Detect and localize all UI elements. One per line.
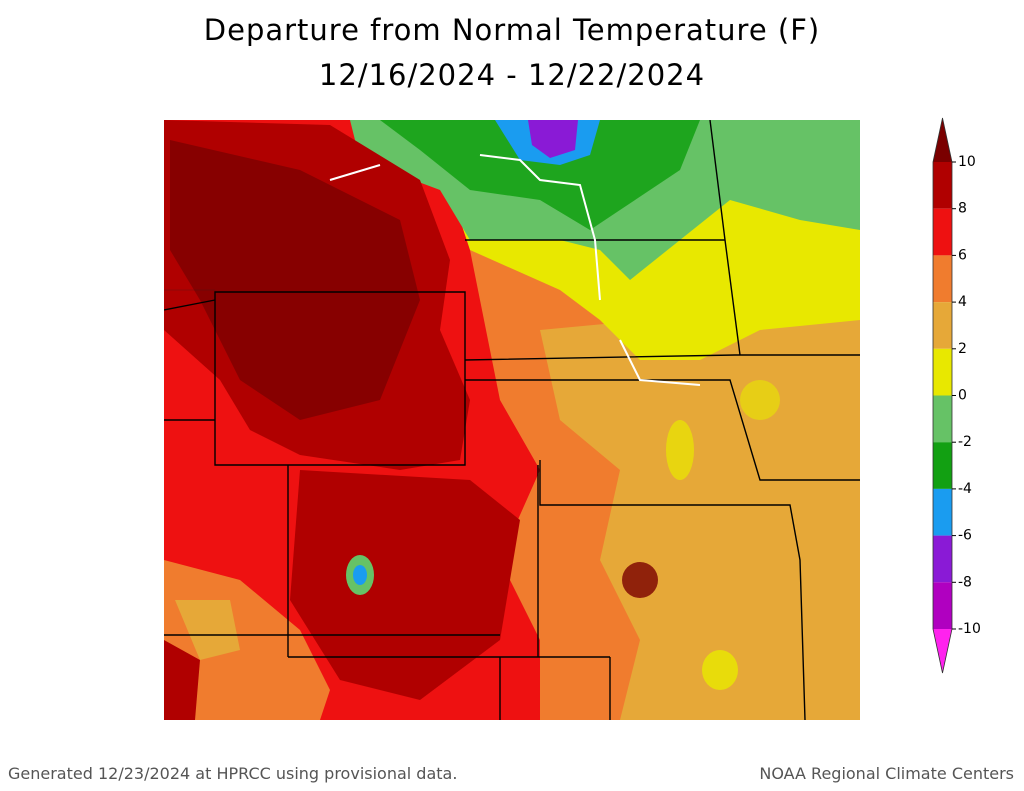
field-region xyxy=(175,600,240,660)
field-region xyxy=(622,562,658,598)
river xyxy=(329,154,701,386)
footer-right: NOAA Regional Climate Centers xyxy=(759,764,1014,783)
field-region xyxy=(666,420,694,480)
state-border xyxy=(164,299,216,421)
state-border xyxy=(214,291,466,466)
colorbar-label: 10 xyxy=(958,154,976,170)
colorbar-bin xyxy=(933,348,952,396)
title-line: 12/16/2024 - 12/22/2024 xyxy=(319,58,705,92)
field-region xyxy=(380,120,700,230)
colorbar-label: -6 xyxy=(958,528,972,544)
field-region xyxy=(170,140,420,420)
colorbar-label: 2 xyxy=(958,341,967,357)
state-border xyxy=(164,465,611,720)
colorbar-label: 6 xyxy=(958,247,967,263)
colorbar-bin xyxy=(933,442,952,489)
colorbar-label: 8 xyxy=(958,201,967,217)
colorbar-bin xyxy=(933,488,952,536)
field-region xyxy=(353,565,367,585)
colorbar-label: -2 xyxy=(958,434,972,450)
colorbar: 10 8 6 4 2 0 -2 -4 -6 -8 -10 xyxy=(932,117,981,674)
colorbar-label: 0 xyxy=(958,388,967,404)
colorbar-label: -8 xyxy=(958,574,972,590)
field-region xyxy=(540,300,860,720)
field-region xyxy=(528,120,578,158)
colorbar-bin xyxy=(933,162,952,209)
title-line: Departure from Normal Temperature (F) xyxy=(204,13,820,47)
colorbar-label: -10 xyxy=(958,621,981,637)
field-region xyxy=(740,380,780,420)
map xyxy=(164,120,860,720)
field-region xyxy=(702,650,738,690)
colorbar-arrow xyxy=(933,118,952,162)
field-region xyxy=(290,470,520,700)
colorbar-bin xyxy=(933,302,952,349)
colorbar-bin xyxy=(933,395,952,443)
colorbar-bin xyxy=(933,582,952,629)
colorbar-label: 4 xyxy=(958,294,967,310)
colorbar-bin xyxy=(933,535,952,583)
field-region xyxy=(164,640,200,720)
footer-left: Generated 12/23/2024 at HPRCC using prov… xyxy=(8,764,457,783)
colorbar-bin xyxy=(933,208,952,256)
colorbar-label: -4 xyxy=(958,481,972,497)
colorbar-arrow xyxy=(933,629,952,673)
colorbar-bin xyxy=(933,255,952,303)
